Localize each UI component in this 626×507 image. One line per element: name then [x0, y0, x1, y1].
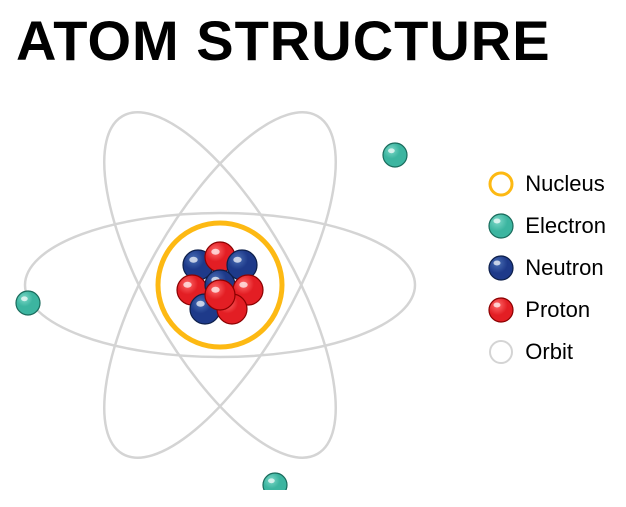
electron-icon: [487, 212, 515, 240]
legend: Nucleus Electron Neutron Proton Orbit: [487, 170, 606, 366]
legend-label: Electron: [525, 213, 606, 239]
highlight: [388, 148, 395, 153]
electron-particle: [383, 143, 407, 167]
proton-icon: [487, 296, 515, 324]
legend-label: Neutron: [525, 255, 603, 281]
highlight: [268, 478, 275, 483]
highlight: [21, 296, 28, 301]
page-title: ATOM STRUCTURE: [16, 8, 551, 73]
legend-item-nucleus: Nucleus: [487, 170, 606, 198]
legend-label: Proton: [525, 297, 590, 323]
highlight: [211, 287, 219, 293]
legend-label: Orbit: [525, 339, 573, 365]
electron-particle: [16, 291, 40, 315]
highlight: [189, 257, 197, 263]
electron-particle: [263, 473, 287, 490]
nucleus-icon: [487, 170, 515, 198]
legend-item-electron: Electron: [487, 212, 606, 240]
atom-diagram: [0, 90, 440, 490]
legend-item-neutron: Neutron: [487, 254, 606, 282]
proton-particle: [205, 280, 235, 310]
highlight: [196, 301, 204, 307]
highlight: [239, 282, 247, 288]
highlight: [211, 249, 219, 255]
neutron-icon: [487, 254, 515, 282]
orbit-icon: [487, 338, 515, 366]
highlight: [183, 282, 191, 288]
highlight: [233, 257, 241, 263]
legend-label: Nucleus: [525, 171, 604, 197]
legend-item-proton: Proton: [487, 296, 606, 324]
legend-item-orbit: Orbit: [487, 338, 606, 366]
